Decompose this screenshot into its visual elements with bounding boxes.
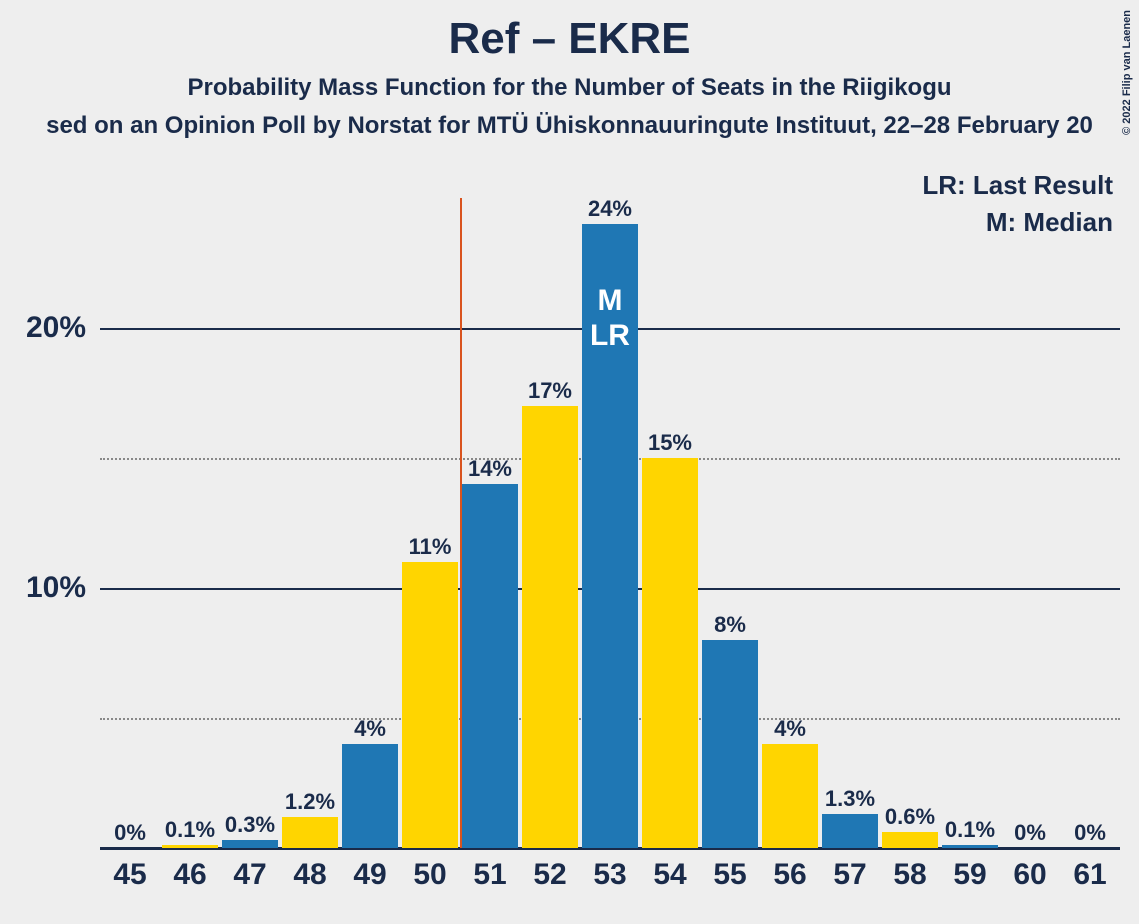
x-tick-label: 51 (473, 848, 506, 892)
bar-value-label: 0% (1074, 820, 1106, 848)
x-tick-label: 61 (1073, 848, 1106, 892)
bar: 1.3% (822, 814, 877, 848)
bar-value-label: 4% (354, 716, 386, 744)
bar-value-label: 0.6% (885, 804, 935, 832)
x-tick-label: 56 (773, 848, 806, 892)
chart-subtitle-1-text: Probability Mass Function for the Number… (187, 74, 951, 101)
x-tick-label: 49 (353, 848, 386, 892)
legend-lr: LR: Last Result (922, 170, 1113, 201)
bar-value-label: 1.3% (825, 786, 875, 814)
x-tick-label: 53 (593, 848, 626, 892)
bar-value-label: 8% (714, 612, 746, 640)
x-tick-label: 46 (173, 848, 206, 892)
y-tick-label: 10% (26, 571, 100, 605)
chart-title-text: Ref – EKRE (448, 14, 690, 63)
x-tick-label: 52 (533, 848, 566, 892)
y-tick-label: 20% (26, 311, 100, 345)
bar-value-label: 24% (588, 196, 632, 224)
bar: 0.6% (882, 832, 937, 848)
x-tick-label: 45 (113, 848, 146, 892)
chart-subtitle-2-text: sed on an Opinion Poll by Norstat for MT… (46, 112, 1093, 139)
bar: 1.2% (282, 817, 337, 848)
x-tick-label: 58 (893, 848, 926, 892)
legend-m: M: Median (922, 207, 1113, 238)
bar: 8% (702, 640, 757, 848)
bar-value-label: 0.1% (945, 817, 995, 845)
bar-value-label: 0.3% (225, 812, 275, 840)
bar-inside-label: MLR (590, 284, 630, 353)
bar-value-label: 0% (1014, 820, 1046, 848)
bar: 11% (402, 562, 457, 848)
bar-value-label: 17% (528, 378, 572, 406)
chart-legend: LR: Last Result M: Median (922, 170, 1113, 238)
x-tick-label: 47 (233, 848, 266, 892)
chart-title: Ref – EKRE (0, 14, 1139, 64)
bar-value-label: 0% (114, 820, 146, 848)
bar: 4% (342, 744, 397, 848)
bar: 17% (522, 406, 577, 848)
copyright-text: © 2022 Filip van Laenen (1121, 10, 1133, 135)
bar: 4% (762, 744, 817, 848)
bar-value-label: 1.2% (285, 789, 335, 817)
bar-value-label: 11% (409, 534, 452, 562)
bar: 0.3% (222, 840, 277, 848)
bar-value-label: 0.1% (165, 817, 215, 845)
x-tick-label: 55 (713, 848, 746, 892)
chart-subtitle-2: sed on an Opinion Poll by Norstat for MT… (0, 112, 1139, 140)
bar-value-label: 14% (468, 456, 512, 484)
bar: 24%MLR (582, 224, 637, 848)
chart-plot-area: 10%20%0%450.1%460.3%471.2%484%4911%5014%… (100, 198, 1120, 848)
bar-value-label: 4% (774, 716, 806, 744)
x-tick-label: 48 (293, 848, 326, 892)
bar-value-label: 15% (648, 430, 692, 458)
chart-subtitle-1: Probability Mass Function for the Number… (0, 74, 1139, 102)
x-tick-label: 59 (953, 848, 986, 892)
x-tick-label: 60 (1013, 848, 1046, 892)
bar: 14% (462, 484, 517, 848)
x-tick-label: 57 (833, 848, 866, 892)
x-tick-label: 54 (653, 848, 686, 892)
x-tick-label: 50 (413, 848, 446, 892)
bar: 15% (642, 458, 697, 848)
